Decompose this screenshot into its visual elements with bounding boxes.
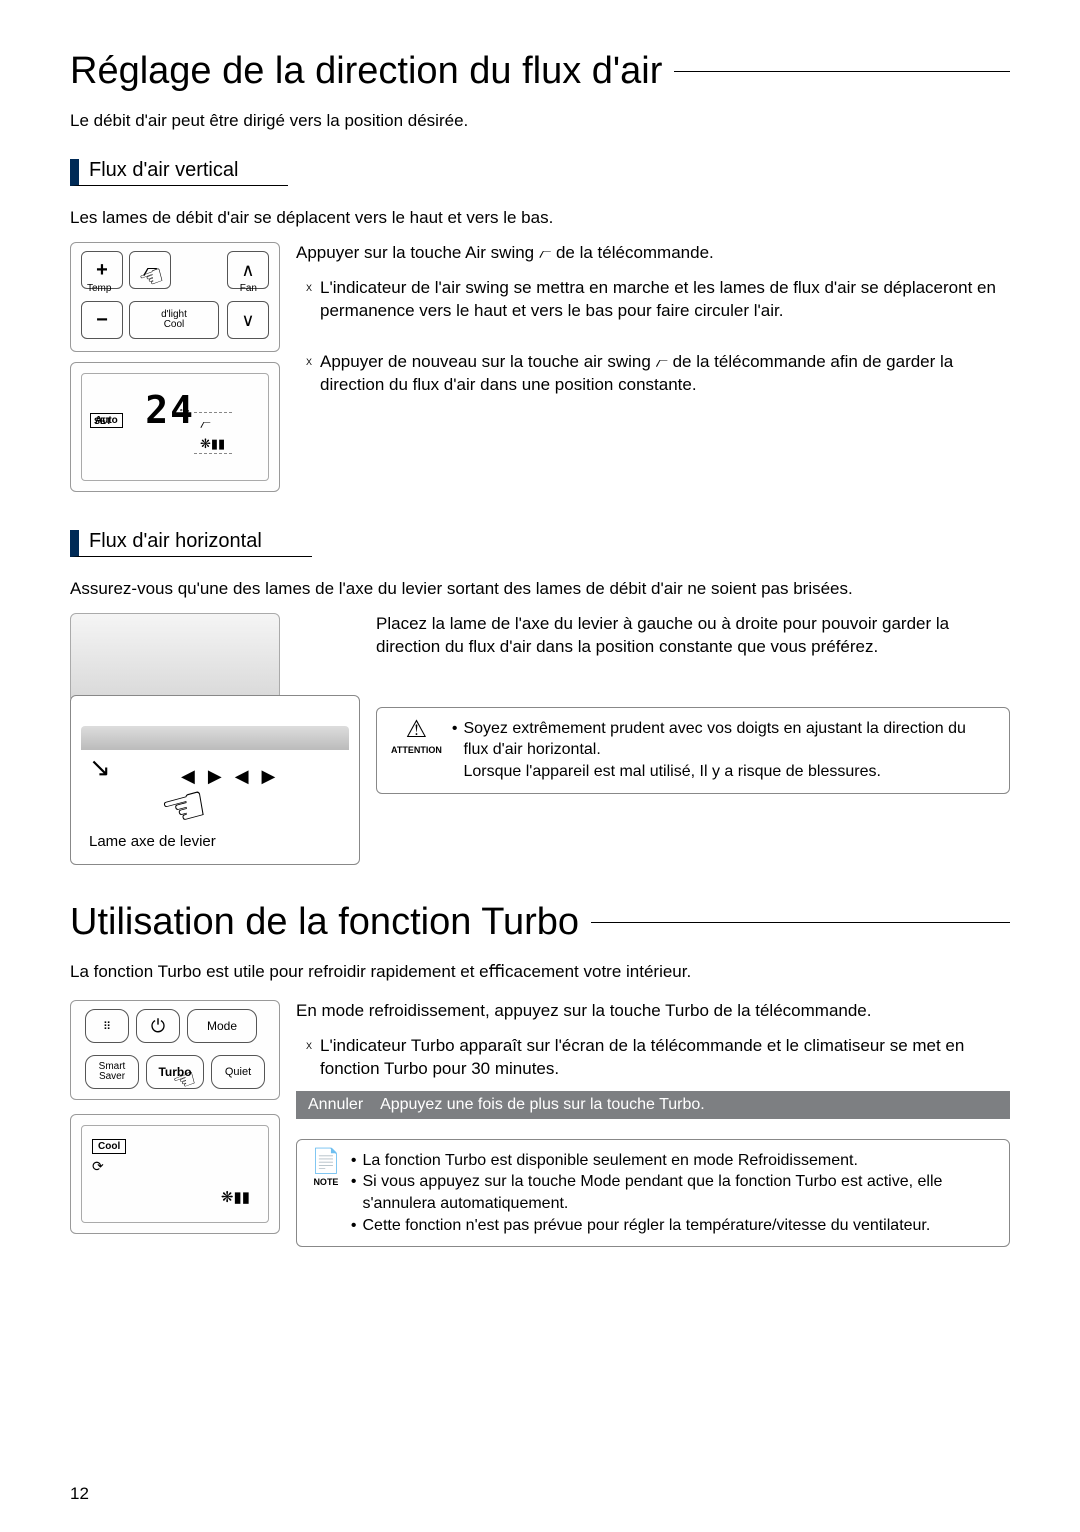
- note-icon: 📄: [311, 1150, 341, 1174]
- title-rule: [674, 71, 1010, 72]
- section1-title-text: Réglage de la direction du ﬂux d'air: [70, 50, 662, 93]
- fan-down-button[interactable]: ∨: [227, 301, 269, 339]
- vertical-instructions: Appuyer sur la touche Air swing ⦧ de la …: [296, 242, 1010, 397]
- sub-a-desc: Les lames de débit d'air se déplacent ve…: [70, 208, 1010, 228]
- note-item-2: Si vous appuyez sur la touche Mode penda…: [351, 1171, 995, 1214]
- bullet-2: X Appuyer de nouveau sur la touche air s…: [306, 351, 1010, 397]
- horiz-instr: Placez la lame de l'axe du levier à gauc…: [376, 613, 1010, 659]
- instr-post: de la télécommande.: [551, 243, 714, 262]
- attention-combined: Soyez extrêmement prudent avec vos doigt…: [463, 718, 995, 783]
- section1-intro: Le débit d'air peut être dirigé vers la …: [70, 111, 1010, 131]
- bullet-1: X L'indicateur de l'air swing se mettra …: [306, 277, 1010, 323]
- remote-col: + − Temp ⦧ ☜ d'light Cool ∧ ∨ Fan Auto S…: [70, 242, 280, 502]
- cancel-bar: Annuler Appuyez une fois de plus sur la …: [296, 1091, 1010, 1119]
- ac-unit-image: [70, 613, 280, 703]
- swing-icon: ⦧: [200, 416, 211, 432]
- bullet-sym: X: [306, 356, 312, 397]
- dlight-l2: Cool: [164, 320, 185, 330]
- fan-bars-icon-2: ❋▮▮: [221, 1188, 250, 1206]
- attention-item: Soyez extrêmement prudent avec vos doigt…: [452, 718, 995, 783]
- section2-intro: La fonction Turbo est utile pour refroid…: [70, 962, 1010, 982]
- display-inner: Auto SET 24 ˚C ⦧ ❋▮▮: [81, 373, 269, 481]
- note-callout: 📄 NOTE La fonction Turbo est disponible …: [296, 1139, 1010, 1247]
- vane-strip: [81, 726, 349, 750]
- note-b1: La fonction Turbo est disponible seuleme…: [363, 1150, 858, 1172]
- sub-heading-vertical: Flux d'air vertical: [70, 159, 288, 186]
- turbo-b1-text: L'indicateur Turbo apparaît sur l'écran …: [320, 1035, 1010, 1081]
- note-list: La fonction Turbo est disponible seuleme…: [351, 1150, 995, 1236]
- note-b2: Si vous appuyez sur la touche Mode penda…: [363, 1171, 996, 1214]
- cool-badge: Cool: [92, 1139, 126, 1154]
- nb2a: Si vous appuyez sur la touche: [363, 1173, 581, 1190]
- deg-c: ˚C: [180, 408, 190, 418]
- remote-display-1: Auto SET 24 ˚C ⦧ ❋▮▮: [70, 362, 280, 492]
- section-turbo: Utilisation de la fonction Turbo La fonc…: [70, 901, 1010, 1247]
- smart-l2: Saver: [99, 1072, 125, 1082]
- dash1: [194, 412, 232, 413]
- nb2mode: Mode: [580, 1173, 620, 1190]
- horizontal-instructions: Placez la lame de l'axe du levier à gauc…: [376, 613, 1010, 794]
- turbo-instructions: En mode refroidissement, appuyez sur la …: [296, 1000, 1010, 1247]
- note-item-3: Cette fonction n'est pas prévue pour rég…: [351, 1215, 995, 1237]
- instr-pre: Appuyer sur la touche Air swing: [296, 243, 539, 262]
- quiet-button[interactable]: Quiet: [211, 1055, 265, 1089]
- sub-b-desc: Assurez-vous qu'une des lames de l'axe d…: [70, 579, 1010, 599]
- fan-bars-icon: ❋▮▮: [200, 436, 225, 452]
- dash2: [194, 453, 232, 454]
- smart-saver-button[interactable]: Smart Saver: [85, 1055, 139, 1089]
- set-label: SET: [94, 416, 112, 426]
- turbo-bullet-1: X L'indicateur Turbo apparaît sur l'écra…: [306, 1035, 1010, 1081]
- turbo-instr: En mode refroidissement, appuyez sur la …: [296, 1000, 1010, 1023]
- power-button[interactable]: ⏻: [136, 1009, 180, 1043]
- row-vertical: + − Temp ⦧ ☜ d'light Cool ∧ ∨ Fan Auto S…: [70, 242, 1010, 502]
- attention-icon-wrap: ⚠ ATTENTION: [391, 718, 442, 756]
- attention-callout: ⚠ ATTENTION Soyez extrêmement prudent av…: [376, 707, 1010, 794]
- cancel-text: Appuyez une fois de plus sur la touche T…: [380, 1096, 705, 1113]
- display2-inner: Cool ⟳ ❋▮▮: [81, 1125, 269, 1223]
- section1-title: Réglage de la direction du ﬂux d'air: [70, 50, 1010, 93]
- bullet1-text: L'indicateur de l'air swing se mettra en…: [320, 277, 1010, 323]
- lever-label: Lame axe de levier: [89, 833, 216, 850]
- instr-line: Appuyer sur la touche Air swing ⦧ de la …: [296, 242, 1010, 265]
- note-item-1: La fonction Turbo est disponible seuleme…: [351, 1150, 995, 1172]
- row-turbo: ⠿ ⏻ Mode Smart Saver Turbo ☜ Quiet Cool …: [70, 1000, 1010, 1247]
- section2-title-text: Utilisation de la fonction Turbo: [70, 901, 579, 944]
- bullet2-text: Appuyer de nouveau sur la touche air swi…: [320, 351, 1010, 397]
- temp-down-button[interactable]: −: [81, 301, 123, 339]
- note-icon-wrap: 📄 NOTE: [311, 1150, 341, 1188]
- title-rule-2: [591, 922, 1010, 923]
- bullet-sym: X: [306, 282, 312, 323]
- remote-control-1: + − Temp ⦧ ☜ d'light Cool ∧ ∨ Fan: [70, 242, 280, 352]
- lever-line-icon: ↘: [89, 752, 111, 783]
- remote-display-2: Cool ⟳ ❋▮▮: [70, 1114, 280, 1234]
- sub-heading-horizontal: Flux d'air horizontal: [70, 530, 312, 557]
- swing-inline-icon: ⦧: [539, 245, 551, 262]
- loop-icon: ⟳: [92, 1158, 258, 1175]
- fan-label: Fan: [240, 283, 257, 294]
- ac-col: ↘ ◀ ▶ ◀ ▶ ☞ Lame axe de levier: [70, 613, 360, 865]
- temp-label: Temp: [87, 283, 111, 294]
- section2-title: Utilisation de la fonction Turbo: [70, 901, 1010, 944]
- row-horizontal: ↘ ◀ ▶ ◀ ▶ ☞ Lame axe de levier Placez la…: [70, 613, 1010, 865]
- attention-list: Soyez extrêmement prudent avec vos doigt…: [452, 718, 995, 783]
- b2-pre: Appuyer de nouveau sur la touche air swi…: [320, 352, 655, 371]
- section-airflow: Réglage de la direction du ﬂux d'air Le …: [70, 50, 1010, 865]
- attention-label: ATTENTION: [391, 744, 442, 756]
- bullet-sym: X: [306, 1040, 312, 1081]
- page-number: 12: [70, 1484, 89, 1504]
- mode-button[interactable]: Mode: [187, 1009, 257, 1043]
- cancel-label: Annuler: [308, 1096, 363, 1113]
- swing-inline-icon2: ⦧: [656, 354, 668, 371]
- att-b2: Lorsque l'appareil est mal utilisé, Il y…: [463, 763, 880, 780]
- dlight-cool-button[interactable]: d'light Cool: [129, 301, 219, 339]
- remote-control-2: ⠿ ⏻ Mode Smart Saver Turbo ☜ Quiet: [70, 1000, 280, 1100]
- att-b1: Soyez extrêmement prudent avec vos doigt…: [463, 720, 966, 759]
- note-b3: Cette fonction n'est pas prévue pour rég…: [363, 1215, 931, 1237]
- warning-icon: ⚠: [391, 718, 442, 742]
- remote-col-2: ⠿ ⏻ Mode Smart Saver Turbo ☜ Quiet Cool …: [70, 1000, 280, 1234]
- ac-closeup-image: ↘ ◀ ▶ ◀ ▶ ☞ Lame axe de levier: [70, 695, 360, 865]
- unknown-button[interactable]: ⠿: [85, 1009, 129, 1043]
- note-label: NOTE: [311, 1176, 341, 1188]
